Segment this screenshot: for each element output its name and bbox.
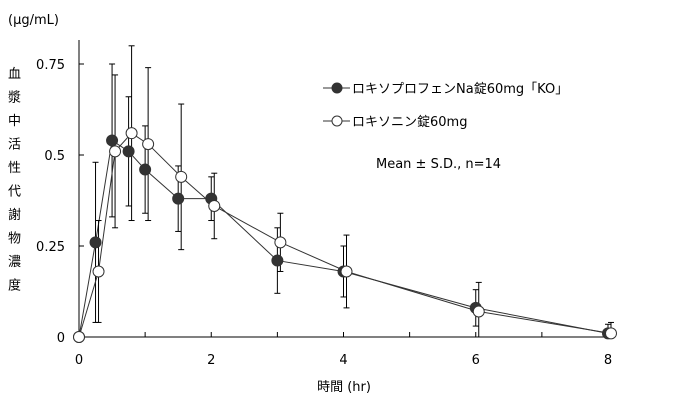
x-tick-label: 2 [207,353,215,368]
y-axis-label-char: 血 [8,67,21,82]
data-point [122,145,135,158]
data-point [109,145,122,158]
x-axis-label: 時間 (hr) [317,380,371,395]
x-tick-label: 0 [75,353,83,368]
legend: ロキソプロフェンNa錠60mg「KO」 ロキソニン錠60mg [323,82,568,130]
annotation-mean-sd: Mean ± S.D., n=14 [376,157,501,172]
y-axis-label-char: 代 [8,185,21,200]
y-axis-label-char: 濃 [8,255,21,270]
data-point [89,236,102,249]
data-point [175,170,188,183]
y-axis-label-char: 活 [8,138,21,153]
data-point [472,305,485,318]
y-axis-label-char: 度 [8,278,21,294]
y-tick-label: 0.75 [36,58,65,73]
data-point [208,199,221,212]
unit-label: (μg/mL) [8,13,59,28]
data-point [106,134,119,147]
y-axis-label-char: 中 [8,114,21,129]
data-point [125,127,138,140]
x-tick-label: 6 [472,353,480,368]
y-axis-label-char: 物 [8,232,21,247]
series-0 [78,63,611,338]
legend-label-1: ロキソニン錠60mg [352,115,467,130]
x-tick-label: 4 [339,353,347,368]
legend-marker-open [331,115,343,127]
data-point [139,163,152,176]
legend-label-0: ロキソプロフェンNa錠60mg「KO」 [352,82,568,97]
y-tick-label: 0.5 [44,149,65,164]
data-point [271,254,284,267]
data-point [605,327,617,340]
data-point [73,331,85,343]
y-tick-label: 0 [57,331,65,346]
data-point [92,265,105,278]
data-point [340,265,353,278]
y-tick-label: 0.25 [36,240,65,255]
y-axis-label-char: 性 [8,161,21,176]
legend-marker-filled [331,82,343,94]
y-axis-label-char: 謝 [8,208,21,223]
data-point [274,236,287,249]
y-axis-label-char: 漿 [8,91,21,106]
data-point [172,192,185,205]
data-point [142,138,155,151]
x-tick-label: 8 [604,353,612,368]
